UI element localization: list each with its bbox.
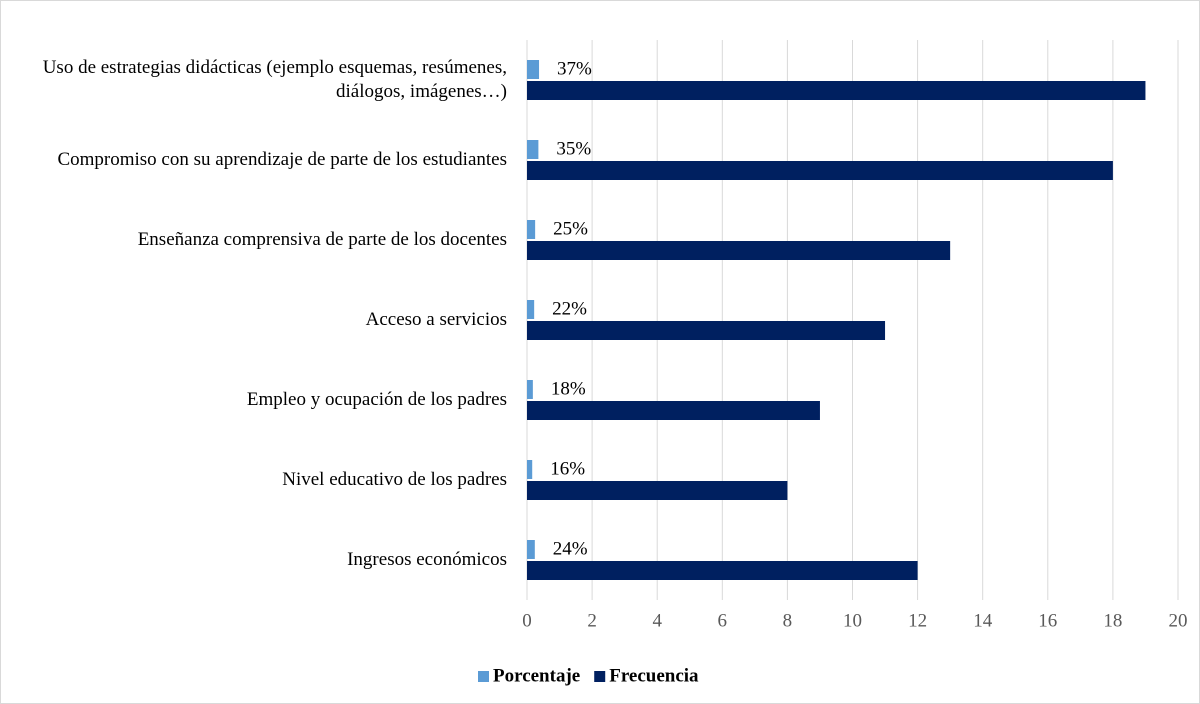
y-tick-label: Uso de estrategias didácticas (ejemplo e… — [42, 57, 507, 102]
bar — [527, 161, 1113, 180]
y-tick-label: Nivel educativo de los padres — [282, 469, 507, 490]
bar — [527, 81, 1146, 100]
x-tick-label: 14 — [973, 610, 993, 631]
bar — [527, 300, 535, 319]
bar — [527, 60, 540, 79]
y-tick-label: Empleo y ocupación de los padres — [246, 389, 507, 410]
data-label: 25% — [553, 218, 588, 239]
x-tick-label: 6 — [718, 610, 728, 631]
x-tick-label: 20 — [1169, 610, 1188, 631]
legend-label: Frecuencia — [609, 665, 699, 686]
x-tick-label: 12 — [908, 610, 927, 631]
bar — [527, 140, 539, 159]
y-tick-label: Compromiso con su aprendizaje de parte d… — [57, 149, 507, 170]
x-tick-label: 18 — [1103, 610, 1122, 631]
bar — [527, 561, 918, 580]
bar — [527, 241, 951, 260]
bar — [527, 460, 533, 479]
x-tick-label: 4 — [652, 610, 662, 631]
bar — [527, 401, 820, 420]
data-label: 18% — [551, 378, 586, 399]
y-tick-label: Enseñanza comprensiva de parte de los do… — [137, 229, 507, 250]
bar — [527, 481, 788, 500]
bar — [527, 321, 886, 340]
x-tick-label: 10 — [843, 610, 862, 631]
data-label: 24% — [553, 538, 588, 559]
x-tick-label: 8 — [783, 610, 793, 631]
bar — [527, 220, 536, 239]
data-label: 37% — [557, 58, 592, 79]
y-tick-label: Ingresos económicos — [347, 549, 507, 570]
bar — [527, 380, 533, 399]
legend-label: Porcentaje — [493, 665, 580, 686]
data-label: 16% — [550, 458, 585, 479]
x-tick-label: 16 — [1038, 610, 1057, 631]
x-tick-label: 0 — [522, 610, 532, 631]
legend-swatch — [478, 671, 489, 682]
bar — [527, 540, 535, 559]
data-label: 35% — [556, 138, 591, 159]
data-label: 22% — [552, 298, 587, 319]
y-tick-label: Acceso a servicios — [365, 309, 507, 330]
x-tick-label: 2 — [587, 610, 597, 631]
legend-swatch — [594, 671, 606, 682]
